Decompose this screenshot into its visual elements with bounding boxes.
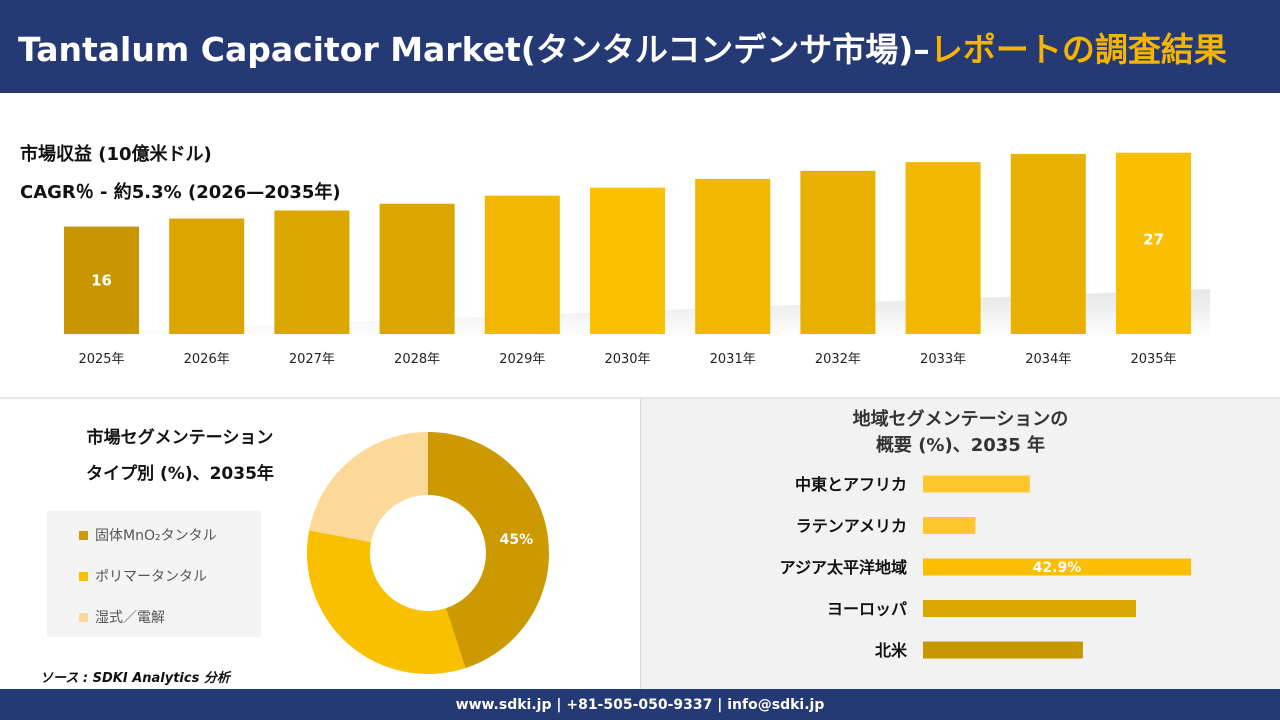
region-data-label: 42.9% [1033, 560, 1082, 576]
legend-swatch [79, 530, 88, 540]
revenue-bar [590, 187, 665, 334]
x-tick-label: 2025年 [78, 352, 124, 367]
revenue-bar [905, 162, 981, 334]
donut-slice [428, 432, 549, 669]
region-category-label: ラテンアメリカ [796, 517, 907, 536]
donut-slice [307, 530, 466, 674]
donut-slice [309, 432, 428, 543]
region-category-label: 北米 [875, 641, 908, 660]
type-donut-chart: 45% [307, 432, 549, 674]
region-bar [923, 600, 1137, 617]
footer-contact: www.sdki.jp | +81-505-050-9337 | info@sd… [455, 696, 825, 713]
legend-item-wet: 湿式／電解 [79, 607, 165, 627]
revenue-bar [169, 218, 245, 334]
region-bar [923, 517, 976, 534]
type-segment-panel: 市場セグメンテーション タイプ別 (%)、2035年 固体MnO₂タンタル ポリ… [0, 399, 640, 689]
region-category-label: ヨーロッパ [827, 600, 907, 619]
title-main: Tantalum Capacitor Market(タンタルコンデンサ市場)– [18, 29, 930, 69]
x-tick-label: 2034年 [1025, 352, 1071, 367]
page-title: Tantalum Capacitor Market(タンタルコンデンサ市場)–レ… [18, 23, 1227, 71]
x-tick-label: 2026年 [184, 352, 230, 367]
revenue-bar [800, 170, 876, 334]
legend-item-polymer: ポリマータンタル [79, 566, 207, 586]
revenue-bar-chart: 2025年 16 2026年 2027年 2028年 2029年 2030年 2031年 203… [64, 152, 1210, 367]
x-tick-label: 2031年 [710, 352, 756, 367]
revenue-bar [1116, 152, 1191, 334]
donut-data-label: 45% [500, 532, 534, 548]
revenue-panel: 市場収益 (10億米ドル) CAGR％ - 約5.3% (2026—2035年)… [0, 93, 1280, 397]
legend-label: ポリマータンタル [95, 569, 207, 585]
legend-label: 湿式／電解 [95, 610, 165, 626]
section-divider [0, 397, 1280, 399]
revenue-bar [484, 195, 560, 334]
segment-title-line2: タイプ別 (%)、2035年 [86, 464, 274, 484]
revenue-bar [379, 203, 455, 334]
segment-title-line1: 市場セグメンテーション [86, 428, 274, 448]
bar-data-label: 16 [91, 271, 112, 289]
cagr-label: CAGR％ - 約5.3% (2026—2035年) [20, 182, 341, 203]
x-tick-label: 2033年 [920, 352, 966, 367]
x-tick-label: 2035年 [1130, 352, 1176, 367]
region-bar [923, 475, 1030, 493]
revenue-bar [64, 226, 139, 334]
header-bar: Tantalum Capacitor Market(タンタルコンデンサ市場)–レ… [0, 0, 1280, 93]
revenue-bar [274, 210, 350, 334]
x-tick-label: 2028年 [394, 352, 440, 367]
bar-data-label: 27 [1143, 231, 1164, 249]
region-title-line1: 地域セグメンテーションの [852, 409, 1069, 430]
x-tick-label: 2032年 [815, 352, 861, 367]
donut-legend: 固体MnO₂タンタル ポリマータンタル 湿式／電解 [47, 511, 261, 637]
footer-bar: www.sdki.jp | +81-505-050-9337 | info@sd… [0, 689, 1280, 720]
region-bar [923, 641, 1083, 659]
region-category-label: 中東とアフリカ [795, 475, 907, 494]
title-highlight: レポートの調査結果 [929, 29, 1227, 69]
region-bar [923, 558, 1191, 576]
x-tick-label: 2027年 [289, 352, 335, 367]
region-category-label: アジア太平洋地域 [780, 558, 907, 577]
region-segment-panel: 地域セグメンテーションの 概要 (%)、2035 年 中東とアフリカ ラテンアメリ… [641, 399, 1280, 689]
revenue-bar [695, 178, 771, 334]
legend-item-solid-mno2: 固体MnO₂タンタル [79, 525, 217, 545]
revenue-label: 市場収益 (10億米ドル) [20, 144, 212, 165]
x-tick-label: 2029年 [499, 352, 545, 367]
region-title-line2: 概要 (%)、2035 年 [875, 435, 1046, 456]
source-note: ソース : SDKI Analytics 分析 [40, 671, 230, 686]
panel-divider [640, 399, 641, 689]
legend-swatch [79, 612, 88, 622]
legend-label: 固体MnO₂タンタル [95, 528, 217, 544]
revenue-bar [1010, 154, 1086, 334]
legend-swatch [79, 571, 88, 581]
x-tick-label: 2030年 [604, 352, 650, 367]
